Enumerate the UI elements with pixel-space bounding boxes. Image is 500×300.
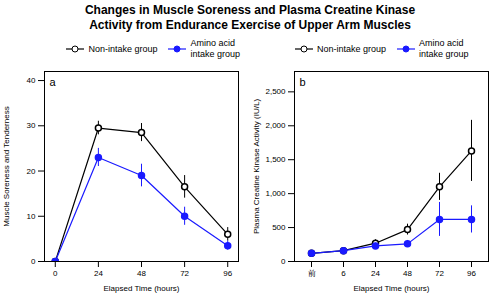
svg-text:72: 72 [180,269,189,278]
svg-text:96: 96 [223,269,232,278]
svg-text:24: 24 [371,269,380,278]
svg-text:b: b [300,76,306,88]
svg-text:30: 30 [27,121,36,130]
svg-text:48: 48 [403,269,412,278]
svg-text:72: 72 [435,269,444,278]
svg-text:48: 48 [137,269,146,278]
html-text:Non-intake group: Non-intake group [88,43,158,54]
svg-text:96: 96 [467,269,476,278]
svg-text:0: 0 [53,269,58,278]
svg-text:2,500: 2,500 [265,87,286,96]
html-text:Amino acid intake group: Amino acid intake group [419,38,469,59]
html-text:Changes in Muscle Soreness and: Changes in Muscle Soreness and Plasma Cr… [84,3,416,32]
svg-text:40: 40 [27,76,36,85]
svg-text:Elapsed Time (hours): Elapsed Time (hours) [103,284,179,293]
svg-text:1,000: 1,000 [265,189,286,198]
html-text:Amino acid intake group: Amino acid intake group [190,38,240,59]
svg-text:20: 20 [27,167,36,176]
svg-text:10: 10 [27,212,36,221]
svg-text:1,500: 1,500 [265,155,286,164]
svg-text:2,000: 2,000 [265,121,286,130]
svg-text:Muscle Soreness and Tenderness: Muscle Soreness and Tenderness [2,106,11,226]
svg-text:a: a [50,76,57,88]
svg-text:0: 0 [281,257,286,266]
svg-text:Elapsed Time (hours): Elapsed Time (hours) [353,284,429,293]
html-text:Non-intake group: Non-intake group [317,43,386,54]
svg-text:24: 24 [94,269,103,278]
svg-text:0: 0 [31,257,36,266]
svg-text:500: 500 [272,223,286,232]
svg-text:6: 6 [341,269,346,278]
svg-text:Plasma Creatine Kinase Activit: Plasma Creatine Kinase Activity (IU/L) [252,99,261,234]
svg-text:前: 前 [308,269,316,278]
